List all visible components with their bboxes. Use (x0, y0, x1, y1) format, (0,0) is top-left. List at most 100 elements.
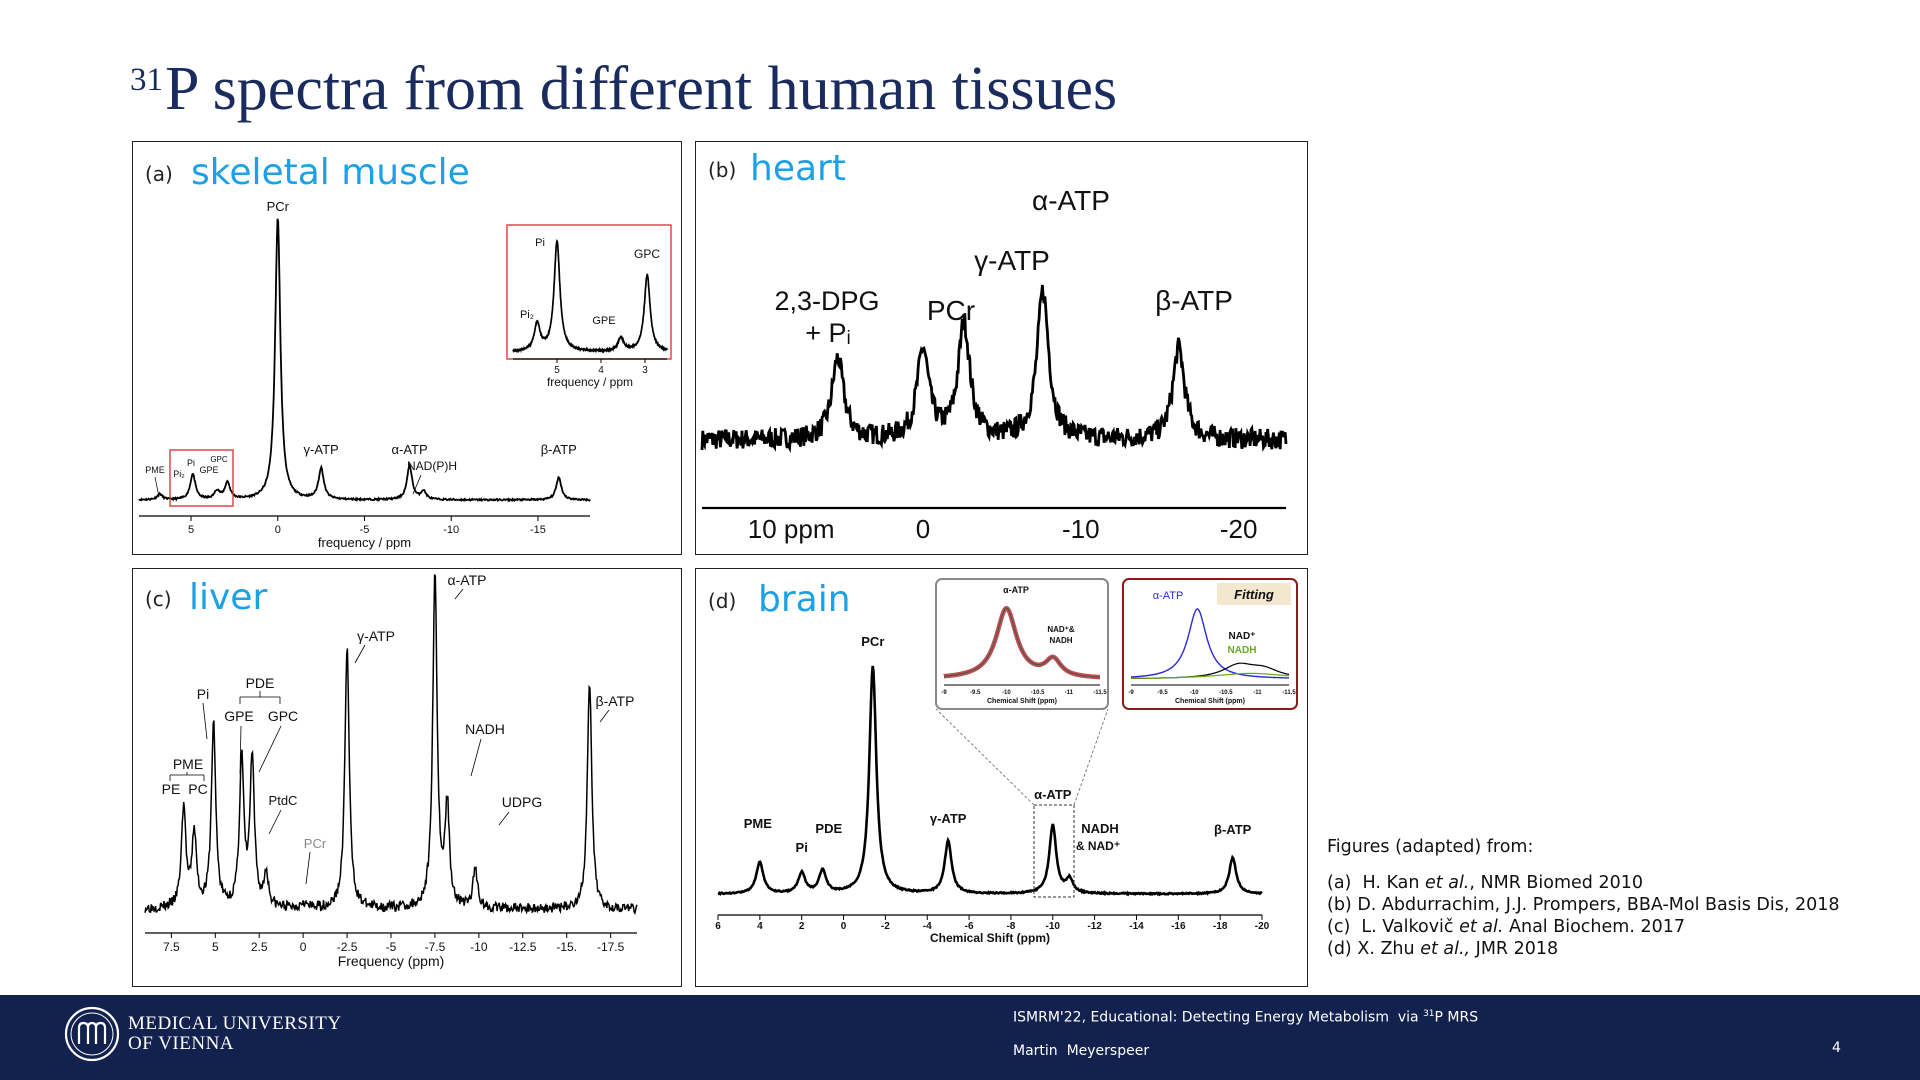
x-tick-label: -12.5 (509, 940, 537, 954)
reference-c: (c) L. Valkovič et al. Anal Biochem. 201… (1327, 917, 1685, 937)
peak-label-pi: + Pᵢ (805, 318, 851, 348)
x-tick-label: 5 (554, 365, 560, 376)
inset-tick-label: -10 (1190, 690, 1199, 696)
x-tick-label: 2.5 (251, 940, 268, 954)
panel-letter: (c) (145, 587, 172, 611)
inset-tick-label: -9.5 (1157, 690, 1168, 696)
peak-label-atp: α-ATP (448, 572, 487, 588)
peak-label-pcr: PCr (304, 836, 327, 851)
peak-label-atp: β-ATP (541, 442, 577, 457)
peak-label-atp: γ-ATP (357, 628, 395, 644)
inset-label-fitting: Fitting (1234, 587, 1274, 602)
spectrum-line-d (717, 665, 1263, 897)
peak-label-gpc: GPC (268, 708, 298, 724)
x-tick-label: 0 (300, 940, 307, 954)
x-axis-label: Frequency (ppm) (338, 953, 445, 969)
zoom-connector (935, 708, 1035, 806)
x-tick-label: 0 (275, 524, 281, 536)
inset-tick-label: -10.5 (1219, 690, 1233, 696)
inset-tick-label: -10 (1002, 690, 1011, 696)
x-tick-label: -2.5 (337, 940, 358, 954)
peak-label-gamma-atp: γ-ATP (974, 245, 1050, 276)
x-tick-label: -15 (530, 524, 546, 536)
peak-label-beta-atp: β-ATP (1155, 285, 1233, 316)
peak-label-nadh: NADH (465, 721, 505, 737)
spectrum-line-d-fit-alpha (1131, 608, 1289, 679)
annotation-line (454, 588, 464, 600)
peak-label-pde: PDE (246, 675, 275, 691)
peak-label-nad-p-h: NAD(P)H (407, 459, 457, 473)
peak-label-pme: PME (173, 756, 203, 772)
spectrum-brain-chart: 6 4 2 0 -2 -4 -6 -8 -10 -12 -14 -16 -18 -20 Chemical S… (715, 578, 1298, 945)
inset-frame (506, 224, 672, 360)
x-tick-label: -2 (881, 921, 890, 932)
peak-label-gpe: GPE (199, 465, 218, 475)
figure-references: Figures (adapted) from: (a) H. Kan et al… (1327, 836, 1840, 960)
x-tick-label: -10 (443, 524, 459, 536)
inset-label-nad: NAD⁺& (1047, 625, 1075, 634)
x-tick-label: 4 (598, 365, 604, 376)
x-tick-label: 7.5 (163, 940, 180, 954)
peak-label-pc: PC (188, 781, 207, 797)
inset-frame-left (935, 578, 1109, 710)
annotation-line (305, 851, 311, 885)
page-title: 31P spectra from different human tissues (130, 55, 1118, 123)
annotation-line (258, 725, 282, 773)
x-tick-label: -5 (386, 940, 397, 954)
zoom-connector (1073, 708, 1109, 806)
peak-label-pcr: PCr (861, 634, 884, 649)
peak-label-pde: PDE (815, 821, 842, 836)
peak-label-atp: β-ATP (596, 693, 635, 709)
x-tick-label: -8 (1006, 921, 1015, 932)
peak-label-atp: γ-ATP (304, 442, 339, 457)
x-tick-label: -20 (1220, 514, 1258, 544)
annotation-line (599, 709, 610, 723)
peak-label-nad: & NAD⁺ (1076, 839, 1120, 853)
annotation-arrow (412, 474, 422, 495)
x-tick-label: -15. (556, 940, 577, 954)
reference-b: (b) D. Abdurrachim, J.J. Prompers, BBA-M… (1327, 895, 1840, 915)
panel-letter: (b) (708, 158, 737, 182)
peak-label-gpc: GPC (210, 455, 228, 464)
panel-letter: (a) (145, 162, 173, 186)
panel-title: heart (750, 148, 846, 189)
annotation-line (470, 738, 482, 777)
x-axis-label: frequency / ppm (547, 375, 633, 389)
x-tick-label: -18 (1213, 921, 1228, 932)
peak-label-gamma-atp: γ-ATP (930, 811, 967, 826)
university-logo-icon (64, 1006, 120, 1062)
references-heading: Figures (adapted) from: (1327, 837, 1534, 857)
peak-label-beta-atp: β-ATP (1214, 822, 1252, 837)
inset-label-gpe: GPE (592, 315, 615, 327)
inset-axis-label: Chemical Shift (ppm) (1175, 698, 1245, 705)
x-tick-label: 2 (799, 921, 805, 932)
peak-label-pme: PME (145, 465, 165, 475)
peak-label-pi: Pi (796, 840, 808, 855)
panel-heart: 0 -10 -20 10 ppm 2,3-DPG + Pᵢ PCr γ-ATP α-ATP β-A… (695, 141, 1308, 555)
peak-label-pi: Pi (187, 458, 195, 468)
inset-label-alpha-atp: α-ATP (1153, 590, 1184, 602)
author-name: Martin Meyerspeer (1013, 1043, 1150, 1059)
university-name: MEDICAL UNIVERSITY OF VIENNA (128, 1013, 342, 1054)
inset-tick-label: -9 (941, 690, 947, 696)
inset-tick-label: -10.5 (1031, 690, 1045, 696)
x-tick-label: -7.5 (425, 940, 446, 954)
inset-label-nadh: NADH (1049, 636, 1072, 645)
inset-tick-label: -11.5 (1282, 690, 1296, 696)
peak-label-pcr: PCr (267, 199, 290, 214)
inset-tick-label: -9 (1128, 690, 1134, 696)
inset-label-pi: Pi (535, 237, 545, 249)
x-tick-label: 10 ppm (748, 514, 835, 544)
zoom-box (1033, 804, 1075, 898)
peak-label-nadh: NADH (1081, 821, 1119, 836)
x-tick-label: -12 (1087, 921, 1102, 932)
x-tick-label: 5 (188, 524, 194, 536)
x-tick-label: 0 (916, 514, 930, 544)
footer-bar: MEDICAL UNIVERSITY OF VIENNA ISMRM'22, E… (0, 995, 1920, 1080)
peak-label-atp: α-ATP (392, 442, 428, 457)
x-tick-label: 6 (715, 921, 721, 932)
inset-label-nad: NAD⁺ (1229, 631, 1256, 642)
peak-label-pi: Pi₂ (173, 469, 185, 479)
inset-marker-box (169, 449, 234, 507)
inset-tick-label: -9.5 (970, 690, 981, 696)
